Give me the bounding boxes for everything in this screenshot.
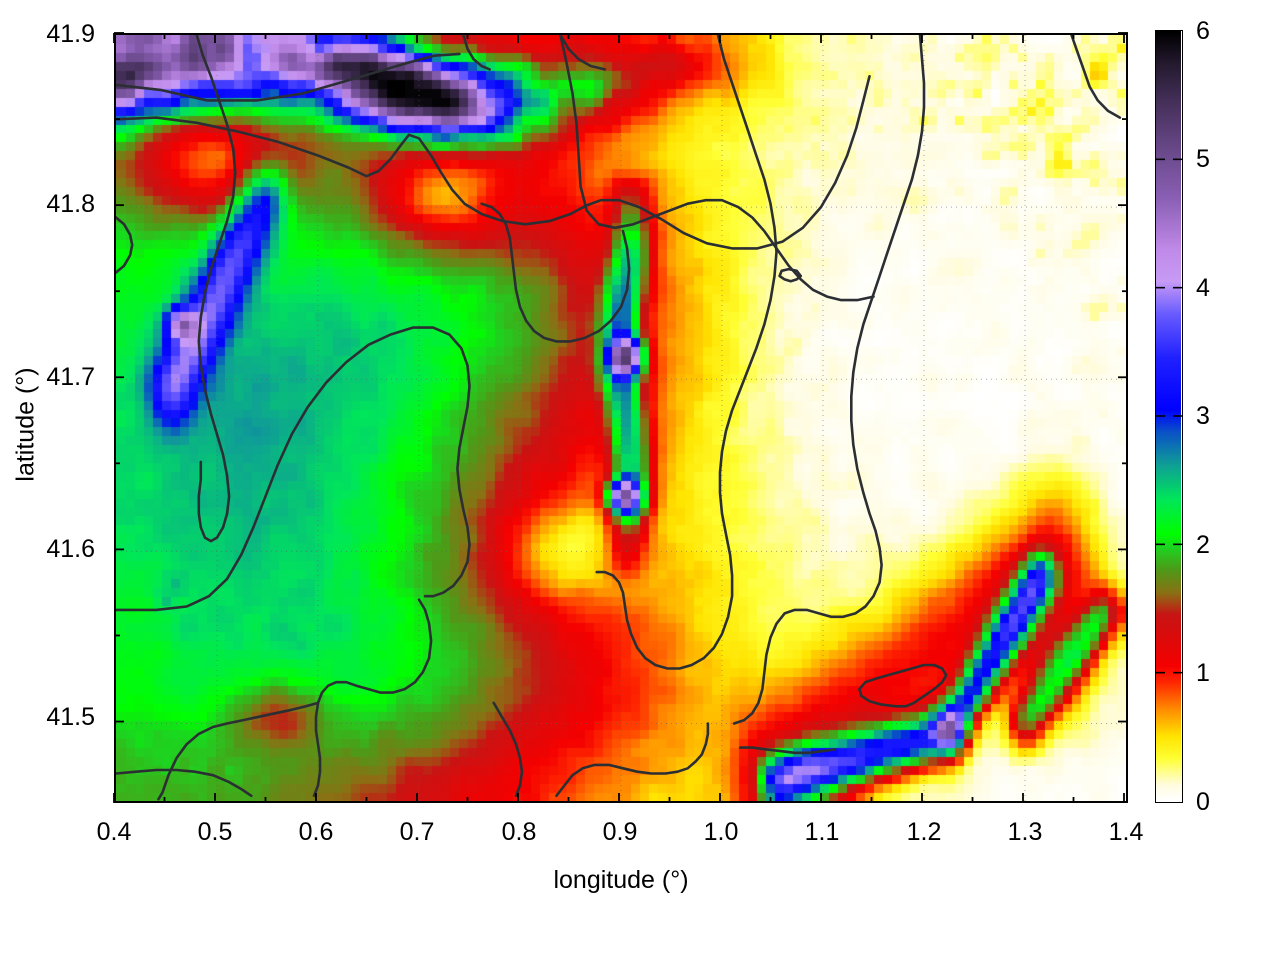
colorbar-gradient: [1156, 31, 1181, 801]
x-tick-label: 1.3: [1007, 818, 1043, 846]
colorbar-tick-label: 5: [1196, 145, 1210, 173]
x-tick-label: 0.8: [501, 818, 537, 846]
colorbar-tick-label: 6: [1196, 17, 1210, 45]
colorbar-tick-label: 4: [1196, 274, 1210, 302]
y-axis-title: latitude (°): [6, 300, 46, 540]
x-tick-label: 0.4: [96, 818, 132, 846]
colorbar-title-end: ): [1233, 546, 1280, 575]
y-tick-label: 41.5: [46, 703, 95, 731]
colorbar: [1155, 30, 1183, 803]
x-tick-label: 0.6: [298, 818, 334, 846]
x-tick-label: 1.0: [703, 818, 739, 846]
colorbar-tick-label: 3: [1196, 402, 1210, 430]
colorbar-tick-label: 2: [1196, 531, 1210, 559]
x-tick-label: 1.1: [804, 818, 840, 846]
y-tick-label: 41.6: [46, 535, 95, 563]
x-tick-label: 0.9: [602, 818, 638, 846]
x-tick-label: 0.7: [399, 818, 435, 846]
colorbar-tick-label: 1: [1196, 659, 1210, 687]
colorbar-tick-label: 0: [1196, 788, 1210, 816]
x-tick-label: 1.2: [906, 818, 942, 846]
y-tick-label: 41.8: [46, 190, 95, 218]
x-axis-title: longitude (°): [553, 866, 689, 894]
heatmap-raster: [116, 35, 1126, 801]
heatmap-plot-area: [114, 33, 1128, 803]
y-tick-label: 41.7: [46, 363, 95, 391]
colorbar-axis-title: 1stlevel-TKE (m2 s-2): [1210, 232, 1250, 592]
x-tick-label: 0.5: [197, 818, 233, 846]
y-axis-title-text: latitude (°): [11, 367, 40, 482]
y-tick-label: 41.9: [46, 20, 95, 48]
x-tick-label: 1.4: [1108, 818, 1144, 846]
